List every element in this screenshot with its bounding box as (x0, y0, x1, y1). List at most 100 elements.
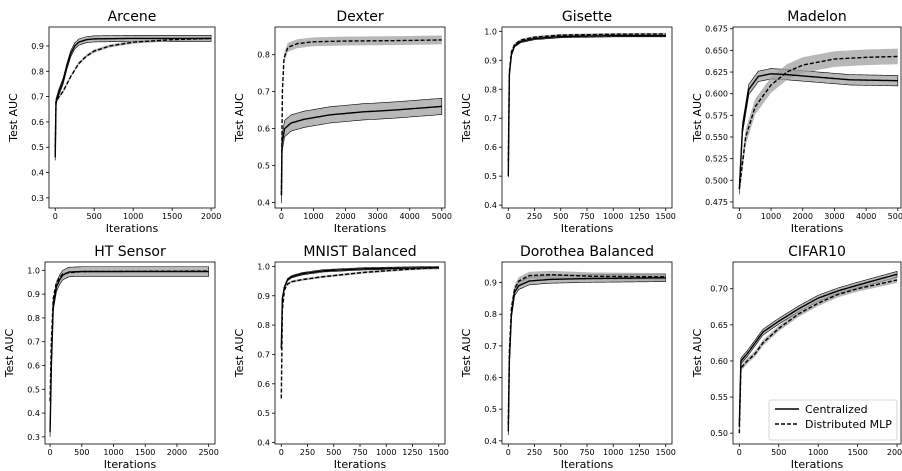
panel-3-ytick-label-7: 0.650 (705, 46, 728, 55)
panel-7-axes-frame (732, 261, 902, 445)
panel-4-series-distributed-line (49, 270, 209, 402)
panel-1-ytick-label-4: 0.8 (257, 51, 270, 60)
panel-4-ytick-label-1: 0.4 (27, 409, 40, 418)
panel-6-xtick-label-1: 250 (527, 448, 542, 457)
panel-6-xtick-label-6: 1500 (656, 448, 676, 457)
panel-4-ytick-label-7: 1.0 (27, 266, 40, 275)
panel-5-ytick-label-0: 0.4 (257, 439, 270, 448)
panel-1-xtick-label-4: 4000 (400, 212, 420, 221)
panel-5-xtick-label-2: 500 (326, 448, 341, 457)
panel-0-ytick-label-4: 0.7 (31, 93, 44, 102)
legend-label-centralized: Centralized (805, 403, 868, 416)
panel-2-series-distributed-line (507, 33, 666, 162)
panel-1-xtick-label-1: 1000 (303, 212, 323, 221)
panel-2-axes-frame (501, 26, 673, 209)
panel-4-ylabel: Test AUC (3, 328, 16, 378)
panel-2-ytick-label-0: 0.4 (484, 201, 497, 210)
panel-7-series-distributed-line (738, 279, 898, 434)
panel-3-ylabel: Test AUC (691, 93, 704, 143)
panel-6-series-distributed-line (507, 273, 666, 426)
panel-2-title: Gisette (562, 9, 612, 25)
panel-1-series-distributed-line (280, 39, 442, 196)
panel-6-ytick-label-5: 0.9 (484, 279, 497, 288)
panel-0-series-distributed-line (54, 37, 212, 148)
panel-0-ytick-label-5: 0.8 (31, 67, 44, 76)
panel-6-ytick-label-0: 0.4 (484, 437, 497, 446)
panel-1-xtick-label-3: 3000 (367, 212, 387, 221)
panel-5-xtick-label-5: 1250 (402, 448, 422, 457)
panel-0-series-distributed-band (55, 36, 212, 149)
panel-5-title: MNIST Balanced (303, 244, 416, 260)
panel-4-ytick-label-5: 0.8 (27, 314, 40, 323)
panel-7: 0 500 1000 1500 2000 0.50 0.55 0.60 0.65 0.70 CIFA… (691, 244, 902, 471)
panel-6-ytick-label-2: 0.6 (484, 374, 497, 383)
panel-2-xtick-label-2: 500 (553, 212, 568, 221)
panel-0-series-centralized-line (54, 37, 212, 158)
panel-3-series-centralized-line (738, 73, 898, 189)
panel-1-xlabel: Iterations (334, 222, 387, 235)
panel-1-title: Dexter (336, 9, 384, 25)
panel-4-title: HT Sensor (94, 244, 166, 260)
panel-5-xtick-label-6: 1500 (429, 448, 449, 457)
panel-2-series-centralized-band (507, 34, 667, 178)
panel-6-ytick-label-4: 0.8 (484, 310, 497, 319)
panel-7-ytick-label-2: 0.60 (710, 357, 728, 366)
panel-2-xtick-label-3: 750 (579, 212, 594, 221)
panel-5-ytick-label-2: 0.6 (257, 380, 270, 389)
panel-2-series-centralized-line (507, 34, 666, 177)
panel-3-series-distributed-band (739, 48, 898, 197)
panel-2-ytick-label-3: 0.7 (484, 114, 497, 123)
panel-0-xlabel: Iterations (106, 222, 159, 235)
panel-0-ytick-label-2: 0.5 (31, 143, 44, 152)
panel-6-xtick-label-3: 750 (579, 448, 594, 457)
panel-3-ytick-label-1: 0.500 (705, 176, 728, 185)
panel-0-xtick-label-2: 1000 (123, 212, 143, 221)
panel-4-ytick-label-2: 0.5 (27, 385, 40, 394)
panel-0-xtick-label-0: 0 (53, 212, 58, 221)
panel-6-xlabel: Iterations (561, 458, 614, 471)
panel-4-xtick-label-0: 0 (48, 448, 53, 457)
panel-0-xtick-label-1: 500 (87, 212, 102, 221)
panel-0-title: Arcene (108, 9, 157, 25)
panel-1-series-centralized-line (280, 105, 442, 196)
panel-0-series-centralized-band (54, 35, 212, 161)
panel-3-ytick-label-5: 0.600 (705, 90, 728, 99)
panel-4-xtick-label-2: 1000 (103, 448, 123, 457)
panel-2-xtick-label-5: 1250 (629, 212, 649, 221)
panel-5-axes-frame (274, 261, 446, 445)
panel-1-xtick-label-2: 2000 (335, 212, 355, 221)
panel-6-ylabel: Test AUC (460, 328, 473, 378)
panel-3-ytick-label-8: 0.675 (705, 25, 728, 34)
panel-0-ytick-label-6: 0.9 (31, 42, 44, 51)
panel-2-ytick-label-6: 1.0 (484, 27, 497, 36)
panel-4-ytick-label-6: 0.9 (27, 290, 40, 299)
panel-3-series-centralized-band (739, 68, 899, 195)
panel-3-ytick-label-0: 0.475 (705, 198, 728, 207)
panel-6: 0 250 500 750 1000 1250 1500 0.4 0.5 0.6 0.7 0.8 0.9… (460, 244, 676, 471)
panel-2-ytick-label-2: 0.6 (484, 143, 497, 152)
panel-1-series-centralized-band (281, 97, 443, 204)
panel-4-xtick-label-5: 2500 (198, 448, 218, 457)
panel-7-xtick-label-2: 1000 (808, 448, 828, 457)
panel-5-xtick-label-0: 0 (279, 448, 284, 457)
panel-5-xlabel: Iterations (334, 458, 387, 471)
panel-5-ytick-label-1: 0.5 (257, 409, 270, 418)
panel-1: 0 1000 2000 3000 4000 5000 0.4 0.5 0.6 0.7 0.8 Dext… (233, 9, 452, 235)
panel-3-title: Madelon (787, 9, 847, 25)
legend-label-distributed: Distributed MLP (805, 418, 892, 431)
panel-2-ytick-label-4: 0.8 (484, 85, 497, 94)
panel-3-xlabel: Iterations (791, 222, 844, 235)
panel-3-xtick-label-3: 3000 (824, 212, 844, 221)
panel-0-ytick-label-3: 0.6 (31, 118, 44, 127)
panel-1-ylabel: Test AUC (233, 93, 246, 143)
panel-7-ylabel: Test AUC (691, 328, 704, 378)
panel-3-ytick-label-6: 0.625 (705, 68, 728, 77)
panel-0: 0 500 1000 1500 2000 0.3 0.4 0.5 0.6 0.7 0.8 0.9 Arc… (7, 9, 221, 235)
panel-5-ytick-label-4: 0.8 (257, 321, 270, 330)
panel-3-xtick-label-1: 1000 (761, 212, 781, 221)
panel-4-xtick-label-3: 1500 (135, 448, 155, 457)
panel-7-xlabel: Iterations (791, 458, 844, 471)
panel-3-xtick-label-0: 0 (737, 212, 742, 221)
panel-6-ytick-label-1: 0.5 (484, 405, 497, 414)
panel-6-xtick-label-4: 1000 (603, 448, 623, 457)
